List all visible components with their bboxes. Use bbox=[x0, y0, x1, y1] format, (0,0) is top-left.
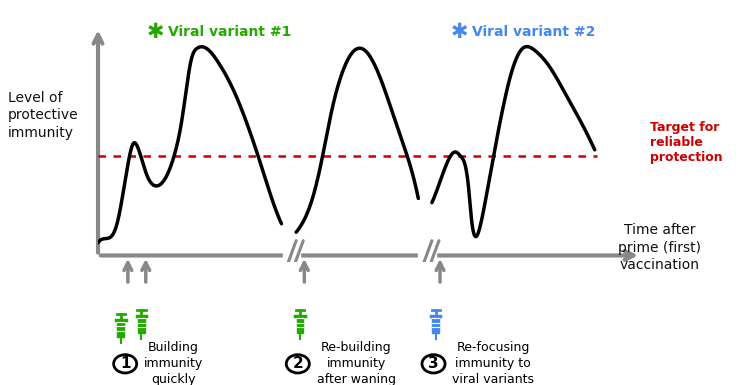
Text: Re-focusing
immunity to
viral variants: Re-focusing immunity to viral variants bbox=[452, 341, 535, 385]
Bar bbox=[283, 241, 300, 270]
Bar bbox=[118, 320, 124, 336]
Text: 3: 3 bbox=[428, 357, 439, 371]
Bar bbox=[138, 316, 145, 333]
Text: Target for
reliable
protection: Target for reliable protection bbox=[650, 121, 722, 164]
Bar bbox=[418, 241, 436, 270]
Text: ✱: ✱ bbox=[146, 22, 164, 42]
Bar bbox=[432, 316, 439, 333]
Text: Time after
prime (first)
vaccination: Time after prime (first) vaccination bbox=[618, 223, 701, 272]
Text: Building
immunity
quickly: Building immunity quickly bbox=[144, 341, 204, 385]
Text: Viral variant #1: Viral variant #1 bbox=[167, 25, 291, 38]
Text: Re-building
immunity
after waning: Re-building immunity after waning bbox=[317, 341, 396, 385]
Bar bbox=[296, 316, 303, 333]
Text: ✱: ✱ bbox=[450, 22, 467, 42]
Text: 1: 1 bbox=[120, 357, 130, 371]
Text: Viral variant #2: Viral variant #2 bbox=[471, 25, 595, 38]
Text: 2: 2 bbox=[293, 357, 303, 371]
Text: Level of
protective
immunity: Level of protective immunity bbox=[8, 91, 78, 140]
